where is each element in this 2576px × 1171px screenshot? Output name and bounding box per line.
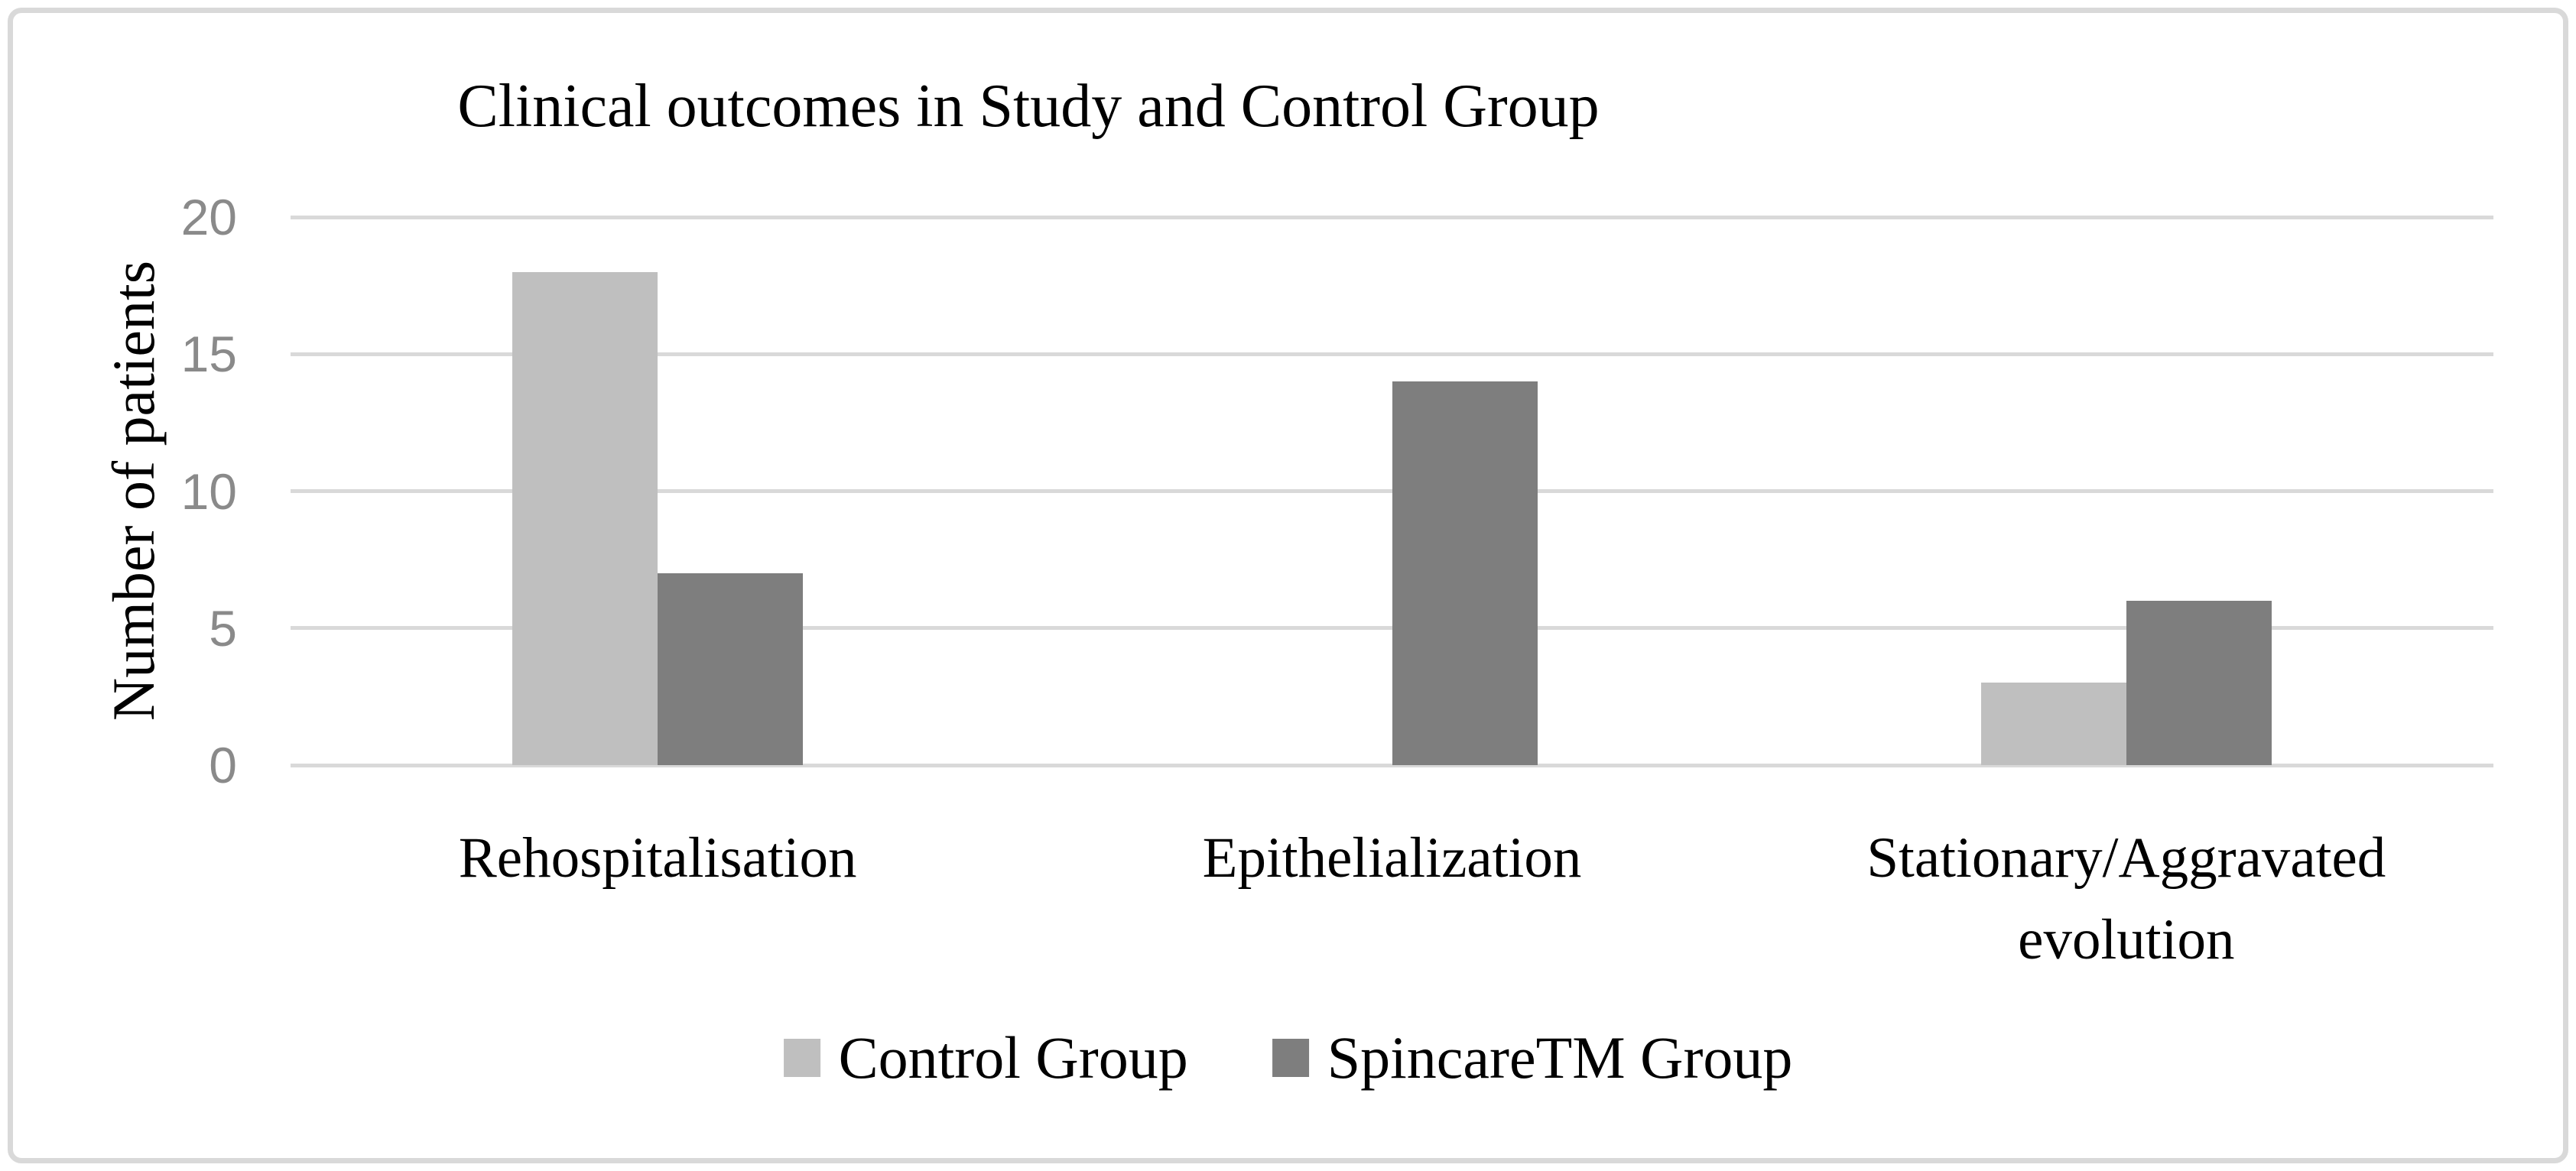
bar [2126, 600, 2272, 765]
y-tick-label: 10 [180, 462, 237, 520]
legend-label: SpincareTM Group [1327, 1024, 1793, 1091]
x-category-label: Epithelialization [1202, 826, 1582, 890]
legend-label: Control Group [838, 1024, 1188, 1091]
gridline [291, 763, 2493, 767]
y-tick-label: 0 [209, 737, 237, 793]
legend-swatch [1272, 1039, 1309, 1077]
legend-swatch [783, 1039, 820, 1077]
x-category-label: Rehospitalisation [458, 826, 857, 890]
y-tick-label: 5 [209, 599, 237, 657]
bar [1392, 381, 1538, 765]
chart-title: Clinical outcomes in Study and Control G… [457, 73, 1600, 140]
legend: Control Group SpincareTM Group [783, 1024, 1793, 1091]
gridline [291, 352, 2493, 356]
legend-item: SpincareTM Group [1272, 1024, 1793, 1091]
bar [1980, 683, 2126, 765]
bar [512, 271, 658, 765]
x-category-label: Stationary/Aggravated evolution [1866, 826, 2386, 972]
y-tick-label: 20 [180, 189, 237, 245]
legend-item: Control Group [783, 1024, 1188, 1091]
y-tick-label: 15 [180, 326, 237, 383]
plot-area [291, 215, 2493, 767]
chart-figure: Clinical outcomes in Study and Control G… [8, 8, 2568, 1163]
bar [658, 573, 804, 765]
gridline [291, 215, 2493, 219]
